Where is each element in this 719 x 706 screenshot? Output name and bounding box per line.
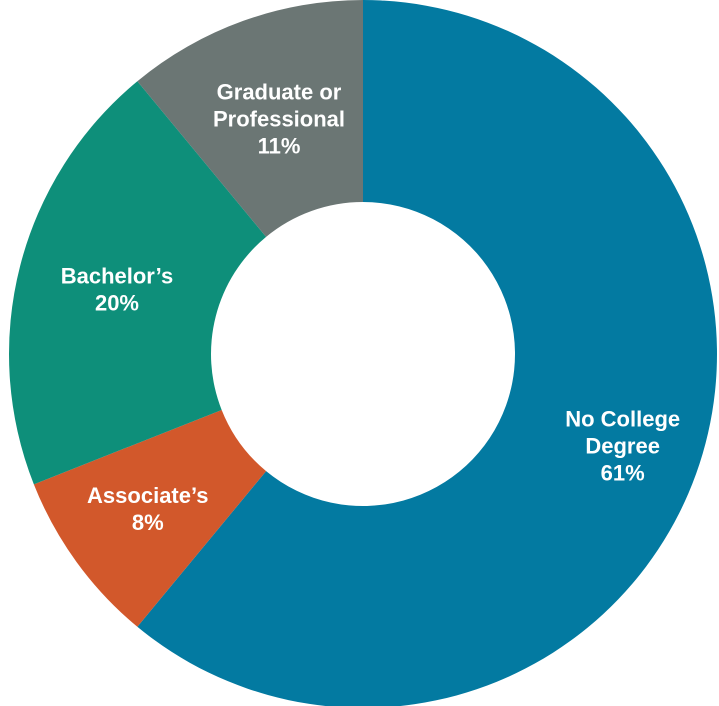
labels-layer: No College Degree 61% Associate’s 8% Bachelor… xyxy=(61,79,680,534)
slice-no-college-degree xyxy=(137,0,717,706)
slice-label-line: Associate’s xyxy=(87,483,208,508)
slice-label-line: Degree xyxy=(585,433,660,458)
slice-label-no-college-degree: No College Degree 61% xyxy=(565,406,680,485)
slice-label-line: 11% xyxy=(258,133,301,158)
slice-label-line: 20% xyxy=(95,290,139,315)
slice-label-graduate-or-professional: Graduate or Professional 11% xyxy=(213,79,345,158)
slice-label-line: Bachelor’s xyxy=(61,263,174,288)
slice-label-line: No College xyxy=(565,406,680,431)
slice-label-line: 8% xyxy=(132,510,164,535)
slice-label-bachelor-s: Bachelor’s 20% xyxy=(61,263,174,315)
slice-label-line: Professional xyxy=(213,106,345,131)
slice-label-line: 61% xyxy=(601,460,645,485)
slice-label-line: Graduate or xyxy=(217,79,342,104)
slice-graduate-or-professional xyxy=(137,0,363,237)
slices-layer xyxy=(9,0,717,706)
slice-associate-s xyxy=(33,409,267,627)
slice-label-associate-s: Associate’s 8% xyxy=(87,483,208,535)
slice-bachelor-s xyxy=(9,81,267,485)
